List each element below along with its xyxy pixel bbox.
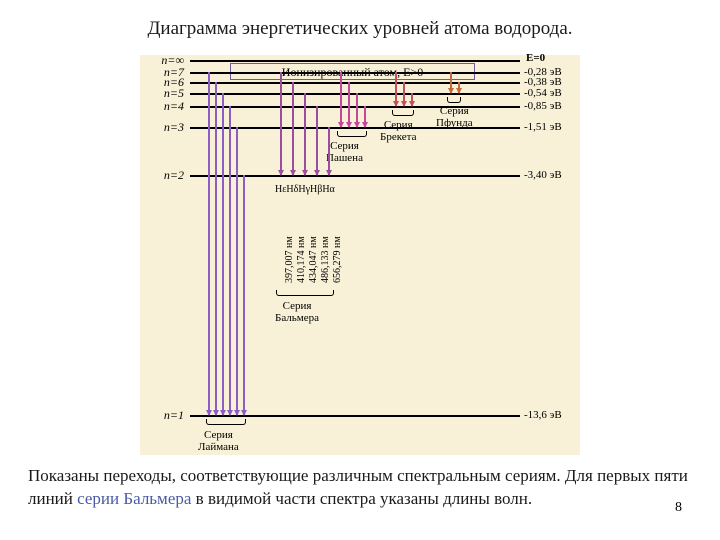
n-label: n=3 — [144, 120, 184, 135]
arrowhead-icon — [278, 170, 284, 176]
arrowhead-icon — [346, 122, 352, 128]
wavelength-label: 486,133 нм — [320, 236, 331, 283]
arrowhead-icon — [290, 170, 296, 176]
transition-line — [340, 72, 342, 127]
arrowhead-icon — [234, 410, 240, 416]
brace-icon — [276, 290, 334, 296]
transition-line — [292, 82, 294, 175]
page-number: 8 — [675, 500, 682, 516]
balmer-line-names: HεHδHγHβHα — [275, 183, 335, 195]
arrowhead-icon — [227, 410, 233, 416]
transition-line — [348, 82, 350, 127]
energy-level-line — [190, 93, 520, 95]
e-zero-label: E=0 — [526, 52, 545, 64]
energy-label: -0,85 эВ — [524, 100, 562, 112]
brace-icon — [206, 419, 246, 425]
page-title: Диаграмма энергетических уровней атома в… — [0, 0, 720, 40]
arrowhead-icon — [338, 122, 344, 128]
transition-line — [222, 93, 224, 415]
brace-icon — [337, 131, 367, 137]
transition-line — [316, 106, 318, 175]
energy-label: -0,54 эВ — [524, 87, 562, 99]
energy-label: -3,40 эВ — [524, 169, 562, 181]
series-label: Серия Брекета — [380, 119, 416, 143]
brace-icon — [447, 97, 461, 103]
wavelength-label: 434,047 нм — [308, 236, 319, 283]
energy-label: -1,51 эВ — [524, 121, 562, 133]
transition-line — [280, 72, 282, 175]
arrowhead-icon — [213, 410, 219, 416]
n-label: n=1 — [144, 408, 184, 423]
arrowhead-icon — [206, 410, 212, 416]
arrowhead-icon — [448, 88, 454, 94]
series-label: Серия Пфунда — [436, 105, 473, 129]
brace-icon — [392, 110, 414, 116]
series-label: Серия Лаймана — [198, 429, 239, 453]
n-label: n=4 — [144, 99, 184, 114]
energy-level-line — [190, 82, 520, 84]
wavelength-label: 656,279 нм — [332, 236, 343, 283]
energy-level-line — [190, 415, 520, 417]
arrowhead-icon — [354, 122, 360, 128]
energy-label: -13,6 эВ — [524, 409, 562, 421]
arrowhead-icon — [241, 410, 247, 416]
arrowhead-icon — [362, 122, 368, 128]
n-label: n=2 — [144, 168, 184, 183]
series-label: Серия Бальмера — [275, 300, 319, 324]
arrowhead-icon — [302, 170, 308, 176]
arrowhead-icon — [220, 410, 226, 416]
caption-balmer: серии Бальмера — [77, 489, 191, 508]
wavelength-label: 397,007 нм — [284, 236, 295, 283]
wavelength-label: 410,174 нм — [296, 236, 307, 283]
arrowhead-icon — [314, 170, 320, 176]
energy-level-diagram: Ионизированный атом, E>0E=0n=∞n=7-0,28 э… — [140, 55, 580, 455]
transition-line — [229, 106, 231, 415]
transition-line — [304, 93, 306, 175]
arrowhead-icon — [401, 101, 407, 107]
transition-line — [328, 127, 330, 175]
caption: Показаны переходы, соответствующие разли… — [28, 465, 692, 511]
transition-line — [215, 82, 217, 415]
series-label: Серия Пашена — [326, 140, 363, 164]
transition-line — [243, 175, 245, 415]
energy-level-line — [190, 175, 520, 177]
arrowhead-icon — [409, 101, 415, 107]
energy-level-line — [190, 72, 520, 74]
transition-line — [236, 127, 238, 415]
arrowhead-icon — [326, 170, 332, 176]
caption-p3: в видимой части спектра указаны длины во… — [191, 489, 532, 508]
arrowhead-icon — [456, 88, 462, 94]
energy-level-line — [190, 60, 520, 62]
arrowhead-icon — [393, 101, 399, 107]
transition-line — [208, 72, 210, 415]
